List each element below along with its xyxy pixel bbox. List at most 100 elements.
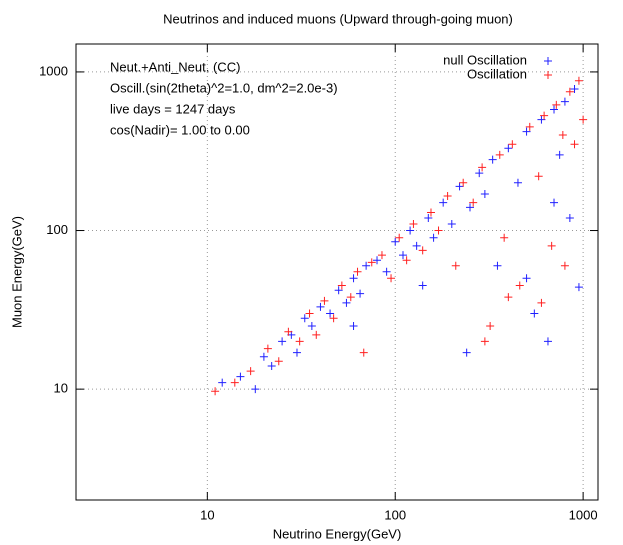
point	[570, 140, 579, 149]
plot-frame	[75, 43, 599, 501]
point	[359, 348, 368, 357]
x-tick-label: 10	[200, 507, 214, 522]
point	[218, 378, 227, 387]
point	[493, 261, 502, 270]
point	[211, 387, 220, 396]
annotation: Neut.+Anti_Neut. (CC)	[110, 59, 240, 74]
point	[560, 97, 569, 106]
point	[292, 348, 301, 357]
point	[362, 261, 371, 270]
point	[267, 361, 276, 370]
point	[504, 293, 513, 302]
point	[552, 100, 561, 109]
point	[399, 251, 408, 260]
point	[356, 289, 365, 298]
y-tick-label: 1000	[39, 63, 68, 78]
point	[522, 127, 531, 136]
annotation: Oscill.(sin(2theta)^2=1.0, dm^2=2.0e-3)	[110, 80, 338, 95]
x-axis-label: Neutrino Energy(GeV)	[273, 526, 402, 541]
annotation: live days = 1247 days	[110, 101, 236, 116]
point	[570, 85, 579, 94]
point	[300, 314, 309, 323]
point	[455, 182, 464, 191]
point	[459, 178, 468, 187]
point	[478, 163, 487, 172]
annotation: cos(Nadir)= 1.00 to 0.00	[110, 122, 250, 137]
point	[251, 385, 260, 394]
point	[409, 219, 418, 228]
point	[367, 258, 376, 267]
point	[560, 261, 569, 270]
point	[469, 198, 478, 207]
point	[284, 327, 293, 336]
chart-title: Neutrinos and induced muons (Upward thro…	[163, 11, 513, 26]
point	[439, 198, 448, 207]
point	[574, 76, 583, 85]
point	[295, 337, 304, 346]
point	[326, 309, 335, 318]
point	[236, 372, 245, 381]
point	[406, 226, 415, 235]
legend-label: Oscillation	[467, 66, 527, 81]
point	[246, 367, 255, 376]
point	[574, 283, 583, 292]
point	[537, 298, 546, 307]
x-tick-label: 1000	[569, 507, 598, 522]
point	[504, 144, 513, 153]
point	[515, 281, 524, 290]
point	[418, 246, 427, 255]
point	[305, 309, 314, 318]
point	[349, 322, 358, 331]
point	[278, 337, 287, 346]
point	[550, 105, 559, 114]
point	[462, 348, 471, 357]
point	[377, 251, 386, 260]
point	[263, 344, 272, 353]
point	[274, 357, 283, 366]
point	[312, 330, 321, 339]
y-tick-label: 100	[46, 222, 68, 237]
point	[543, 337, 552, 346]
point	[382, 267, 391, 276]
point	[547, 241, 556, 250]
point	[346, 293, 355, 302]
legend-marker	[544, 57, 552, 65]
point	[555, 150, 564, 159]
point	[443, 192, 452, 201]
point	[579, 115, 588, 124]
point	[329, 314, 338, 323]
point	[525, 122, 534, 131]
point	[500, 233, 509, 242]
point	[412, 241, 421, 250]
point	[465, 203, 474, 212]
point	[565, 213, 574, 222]
point	[480, 189, 489, 198]
point	[488, 155, 497, 164]
point	[395, 233, 404, 242]
x-tick-label: 100	[384, 507, 406, 522]
point	[540, 111, 549, 120]
point	[337, 281, 346, 290]
point	[373, 256, 382, 265]
point	[513, 178, 522, 187]
point	[307, 322, 316, 331]
point	[402, 256, 411, 265]
point	[429, 233, 438, 242]
point	[522, 274, 531, 283]
point	[530, 309, 539, 318]
point	[424, 213, 433, 222]
point	[451, 261, 460, 270]
point	[565, 87, 574, 96]
point	[434, 226, 443, 235]
point	[316, 302, 325, 311]
y-tick-label: 10	[54, 381, 68, 396]
point	[486, 322, 495, 331]
point	[387, 274, 396, 283]
point	[495, 150, 504, 159]
point	[418, 281, 427, 290]
point	[534, 172, 543, 181]
legend-label: null Oscillation	[443, 52, 527, 67]
point	[537, 115, 546, 124]
point	[480, 337, 489, 346]
